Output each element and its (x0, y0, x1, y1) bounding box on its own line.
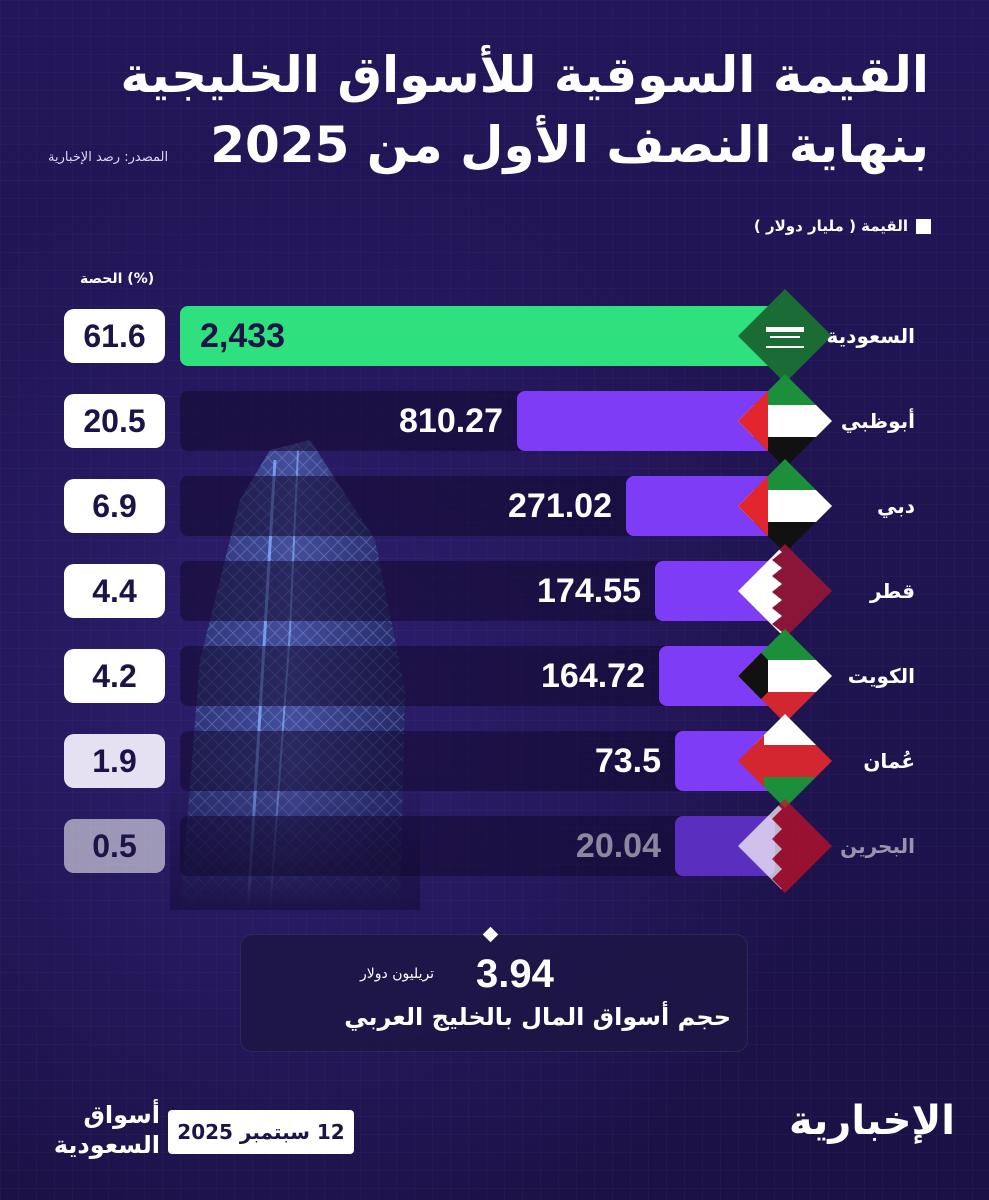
section-name-line-2: السعودية (53, 1131, 160, 1159)
legend-label: القيمة ( مليار دولار ) (753, 217, 908, 235)
country-label: دبي (876, 494, 915, 518)
bar-value-label: 164.72 (541, 657, 645, 695)
share-value-label: 1.9 (64, 734, 165, 788)
chart-row: 20.5 810.27 أبوظبي (0, 374, 989, 468)
country-label: الكويت (847, 664, 915, 688)
section-name-line-1: أسواق (83, 1101, 160, 1129)
chart-row: 1.9 73.5 عُمان (0, 714, 989, 808)
title-line-1: القيمة السوقية للأسواق الخليجية (120, 46, 929, 104)
saudi-flag-icon (738, 289, 832, 383)
bar-value-label: 73.5 (594, 742, 661, 780)
country-label: البحرين (840, 834, 915, 858)
chart-row: 6.9 271.02 دبي (0, 459, 989, 553)
share-value-label: 20.5 (64, 394, 165, 448)
share-value-label: 4.2 (64, 649, 165, 703)
country-label: قطر (869, 579, 915, 603)
share-value-label: 6.9 (64, 479, 165, 533)
bar-value-label: 2,433 (200, 317, 286, 355)
bar-value-label: 810.27 (399, 402, 503, 440)
bar (180, 306, 775, 366)
legend-swatch (916, 218, 931, 234)
bahrain-flag-icon (738, 799, 832, 893)
chart-row: 4.2 164.72 الكويت (0, 629, 989, 723)
share-value-label: 4.4 (64, 564, 165, 618)
oman-flag-icon (738, 714, 832, 808)
brand-logo: الإخبارية (789, 1098, 955, 1144)
chart-legend: القيمة ( مليار دولار ) (754, 217, 931, 235)
qatar-flag-icon (738, 544, 832, 638)
chart-row: 61.6 2,433 السعودية (0, 289, 989, 383)
bar-value-label: 174.55 (537, 572, 641, 610)
section-name: أسواق السعودية (40, 1100, 160, 1160)
kuwait-flag-icon (738, 629, 832, 723)
total-value: 3.94 (476, 952, 554, 996)
country-label: أبوظبي (840, 409, 915, 433)
total-unit: تريليون دولار (360, 966, 435, 982)
chart-row: 4.4 174.55 قطر (0, 544, 989, 638)
date-badge: 12 سبتمبر 2025 (168, 1110, 354, 1154)
bar (517, 391, 775, 451)
uae-flag-icon (738, 459, 832, 553)
country-label: السعودية (826, 324, 915, 348)
country-label: عُمان (863, 749, 915, 773)
bar-value-label: 20.04 (575, 827, 661, 865)
share-value-label: 61.6 (64, 309, 165, 363)
bar-value-label: 271.02 (508, 487, 612, 525)
share-column-header: الحصة (%) (80, 271, 155, 287)
total-summary-card (240, 934, 748, 1052)
share-value-label: 0.5 (64, 819, 165, 873)
source-note: المصدر: رصد الإخبارية (48, 150, 169, 165)
page-title: القيمة السوقية للأسواق الخليجية بنهاية ا… (120, 40, 929, 180)
title-line-2: بنهاية النصف الأول من 2025 (210, 116, 929, 174)
chart-row: 0.5 20.04 البحرين (0, 799, 989, 893)
total-caption: حجم أسواق المال بالخليج العربي (344, 1003, 731, 1031)
